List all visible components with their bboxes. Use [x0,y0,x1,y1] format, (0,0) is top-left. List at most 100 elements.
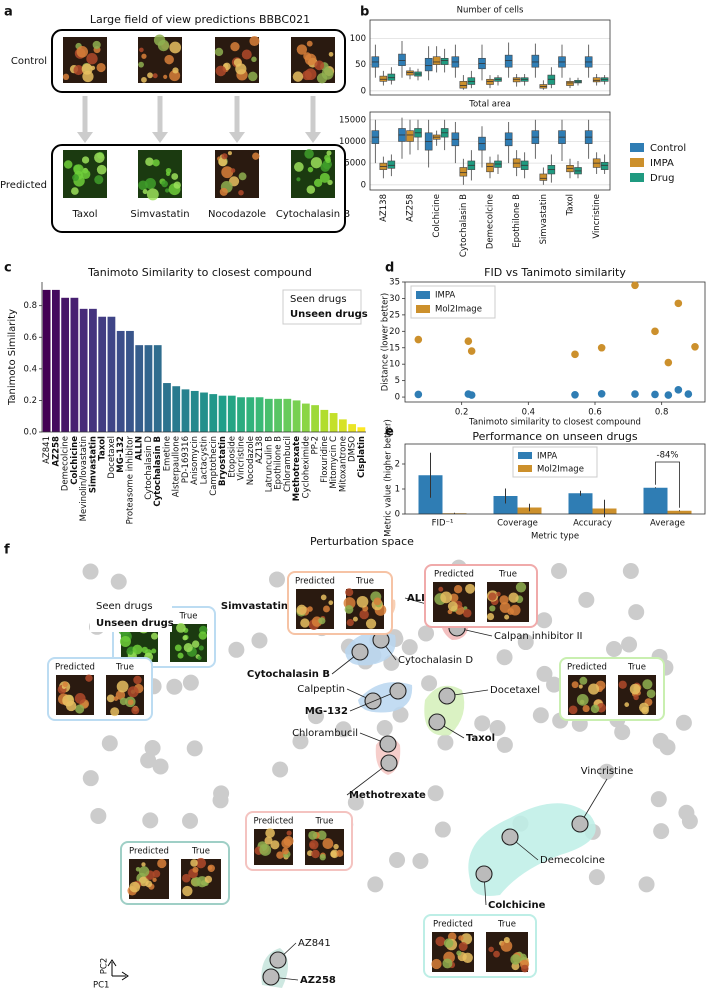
legend-bg [90,596,172,632]
cell [73,65,84,76]
cell [306,40,313,47]
cell [141,862,146,867]
y-tick-label: 0 [361,180,366,190]
drug-node [262,968,280,986]
cell [235,63,247,75]
bar [237,397,245,432]
drug-label: Cytochalasin B [276,209,350,220]
background-point [335,721,352,738]
cell [128,650,133,655]
cell [138,61,144,68]
point [631,390,639,398]
cell [164,54,174,65]
cell [624,702,630,707]
cell [286,830,292,836]
cell [270,840,280,850]
cell [86,53,98,65]
cell [73,164,84,175]
x-tick-label: Demecolcine [61,436,71,491]
cell [309,842,316,848]
cell [576,693,589,706]
drug-node [351,643,369,661]
inset-label: Predicted [254,817,294,827]
background-point [182,674,199,691]
point [691,342,699,351]
x-tick-label: Mevinolin/lovastatin [79,436,89,521]
cell [311,849,320,859]
cell [276,851,284,859]
bar [42,289,51,432]
x-tick-label: 0.6 [588,408,602,418]
background-point [251,632,268,649]
box [406,130,414,142]
drug-label: Cytochalasin B [247,669,330,680]
box [539,173,548,181]
background-point [268,571,285,588]
x-tick-label: Cytochalasin B [459,194,469,257]
drug-node [475,865,493,883]
cell [435,936,446,947]
cell [147,72,153,79]
legend-box [282,289,362,325]
cell [152,73,158,79]
cell [145,880,153,888]
cell [230,168,236,173]
legend-swatch [630,173,644,182]
axis-label: PC2 [100,958,110,974]
y-tick-label: 10 [389,360,400,370]
cell [307,606,313,612]
point [571,390,579,399]
drug-label: Docetaxel [490,685,540,696]
drug-label: Vincristine [581,766,634,777]
x-tick-label: MG-132 [116,436,126,473]
drug-label: MG-132 [305,706,348,717]
y-tick-label: 25 [389,310,400,320]
x-tick-label: FID⁻¹ [432,519,454,529]
panel-label: c [4,261,12,276]
cell [571,681,579,689]
bar [329,413,338,432]
cell [144,178,156,190]
bar [98,316,107,432]
x-tick-label: Mitoxantrone [338,436,348,492]
background-point [152,758,169,775]
cell [449,593,459,603]
background-point [144,740,161,757]
cell [85,674,93,682]
background-point [389,852,406,869]
panel-title: Large field of view predictions BBBC021 [90,13,310,26]
background-point [101,735,118,752]
cell [496,591,501,597]
x-tick-label: Cycloheximide [301,436,311,498]
cell [281,847,289,855]
bar [107,316,116,432]
background-point [678,804,695,821]
leader-line [349,690,399,712]
background-point [675,714,692,731]
background-point [588,869,605,886]
drug-label: Methotrexate [349,790,426,801]
cell [259,844,272,856]
x-tick-label: Taxol [566,194,576,216]
bar [246,397,255,432]
cell [129,881,141,893]
cell [207,864,215,873]
drug-node [438,687,456,705]
cell [182,635,188,641]
background-point [551,562,568,579]
background-point [474,715,491,732]
control-box [51,29,346,93]
inset-label: True [115,663,134,673]
panel-label: e [385,425,394,440]
cell [152,159,160,167]
cell [326,150,332,156]
y-tick-label: 0 [395,393,400,403]
cell [590,704,600,714]
cell [304,53,317,66]
background-point [578,591,595,608]
bar [126,330,134,432]
cell [588,683,600,695]
point [597,343,606,352]
background-point [140,752,157,769]
x-tick-label: Colchicine [70,436,80,485]
